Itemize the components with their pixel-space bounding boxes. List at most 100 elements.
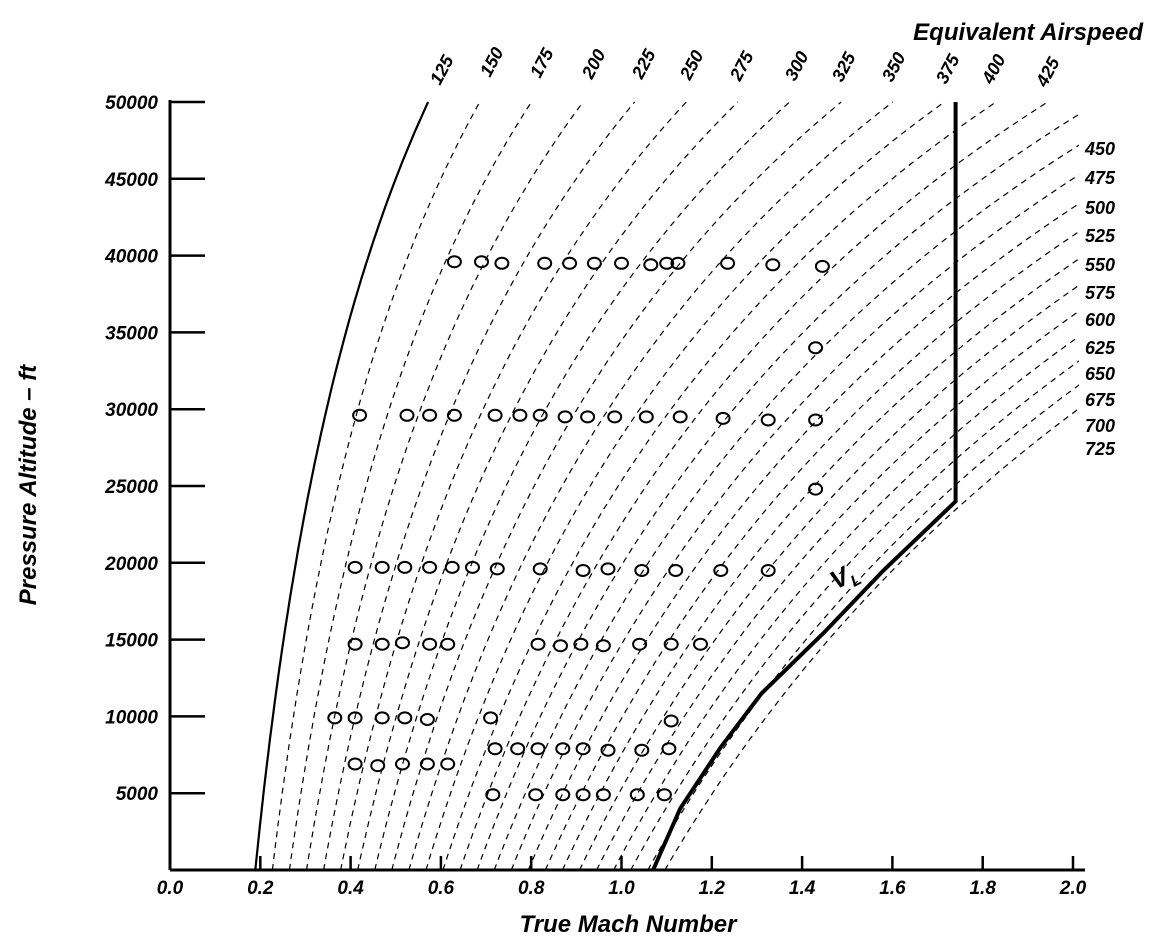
eas-label: 400 xyxy=(977,51,1009,88)
data-point xyxy=(374,711,390,725)
eas-curve-250 xyxy=(340,101,687,870)
data-point xyxy=(532,562,548,576)
data-point xyxy=(634,743,650,757)
data-point xyxy=(715,411,731,425)
eas-curve-575 xyxy=(561,258,1079,870)
data-point xyxy=(629,788,645,802)
data-point xyxy=(580,410,596,424)
eas-label: 175 xyxy=(526,44,558,81)
eas-curve-550 xyxy=(544,230,1079,870)
y-tick-label: 45000 xyxy=(104,170,158,191)
data-point xyxy=(487,408,503,422)
data-point xyxy=(632,637,648,651)
data-point xyxy=(659,256,675,270)
data-point xyxy=(444,560,460,574)
data-point xyxy=(446,255,462,269)
x-tick-label: 0.4 xyxy=(337,878,364,899)
data-point xyxy=(562,256,578,270)
data-point xyxy=(440,637,456,651)
data-point xyxy=(489,562,505,576)
y-tick-label: 15000 xyxy=(105,631,158,652)
data-point xyxy=(440,757,456,771)
data-point xyxy=(661,742,677,756)
data-point xyxy=(374,637,390,651)
eas-label: 125 xyxy=(426,51,458,88)
eas-curve-225 xyxy=(323,101,636,870)
data-point xyxy=(638,410,654,424)
data-point xyxy=(573,637,589,651)
limit-boundary-line xyxy=(651,102,958,871)
x-tick-label: 1.6 xyxy=(879,878,906,899)
eas-label: 425 xyxy=(1031,53,1064,91)
data-point xyxy=(422,408,438,422)
eas-label: 275 xyxy=(725,47,758,85)
data-point xyxy=(575,564,591,577)
data-point xyxy=(532,408,548,422)
data-point xyxy=(347,560,363,574)
eas-label: 725 xyxy=(1085,439,1116,459)
data-point xyxy=(720,256,736,270)
data-point xyxy=(419,713,435,726)
data-point xyxy=(670,256,686,270)
data-point xyxy=(512,408,528,422)
y-tick-label: 50000 xyxy=(105,93,158,114)
data-point xyxy=(465,560,480,574)
data-point xyxy=(485,788,501,802)
data-point xyxy=(327,711,343,725)
data-point xyxy=(474,255,489,269)
eas-label: 525 xyxy=(1085,226,1116,246)
y-tick-label: 30000 xyxy=(105,400,158,421)
eas-label: 325 xyxy=(828,48,860,85)
data-point xyxy=(693,637,708,651)
eas-label: 700 xyxy=(1085,416,1115,436)
data-point xyxy=(656,788,672,802)
data-point xyxy=(634,564,650,577)
data-point xyxy=(422,560,438,574)
x-tick-label: 1.8 xyxy=(969,878,996,899)
data-point xyxy=(395,757,410,771)
data-point xyxy=(399,408,415,422)
data-point xyxy=(808,482,824,496)
data-point xyxy=(422,637,438,651)
data-point xyxy=(483,711,499,725)
data-point xyxy=(814,259,830,273)
data-point xyxy=(352,408,368,422)
eas-curve-625 xyxy=(596,310,1079,870)
data-point xyxy=(347,757,363,771)
data-point xyxy=(528,788,544,802)
data-point xyxy=(370,759,386,773)
data-point xyxy=(555,788,571,802)
x-tick-label: 2.0 xyxy=(1059,878,1087,899)
data-point xyxy=(663,637,679,651)
eas-curve-375 xyxy=(425,101,945,870)
data-point xyxy=(530,637,546,651)
data-point xyxy=(672,410,688,424)
x-tick-label: 1.2 xyxy=(699,878,726,899)
data-point xyxy=(419,757,435,771)
eas-curve-200 xyxy=(305,101,584,870)
eas-curve-350 xyxy=(408,101,894,870)
eas-label: 250 xyxy=(675,47,707,84)
data-point xyxy=(537,256,553,270)
eas-curve-400 xyxy=(442,101,997,870)
eas-curve-650 xyxy=(613,335,1079,870)
data-point xyxy=(530,742,546,756)
eas-title: Equivalent Airspeed xyxy=(913,19,1144,46)
data-point xyxy=(614,256,629,270)
eas-curve-600 xyxy=(578,284,1079,870)
eas-label: 475 xyxy=(1084,168,1116,188)
y-ticks: 5000 10000 15000 20000 25000 30000 35000 40000 4… xyxy=(104,93,205,805)
x-tick-label: 0.8 xyxy=(518,878,545,899)
data-point xyxy=(595,639,611,653)
eas-label: 200 xyxy=(577,46,609,83)
data-point xyxy=(595,788,611,802)
eas-label: 600 xyxy=(1085,310,1115,330)
y-tick-label: 25000 xyxy=(104,477,158,498)
eas-curve-500 xyxy=(510,174,1079,870)
data-point xyxy=(374,560,390,574)
eas-curves xyxy=(254,101,1079,870)
eas-label: 625 xyxy=(1085,338,1116,358)
data-point xyxy=(760,413,776,427)
eas-label: 650 xyxy=(1085,364,1115,384)
